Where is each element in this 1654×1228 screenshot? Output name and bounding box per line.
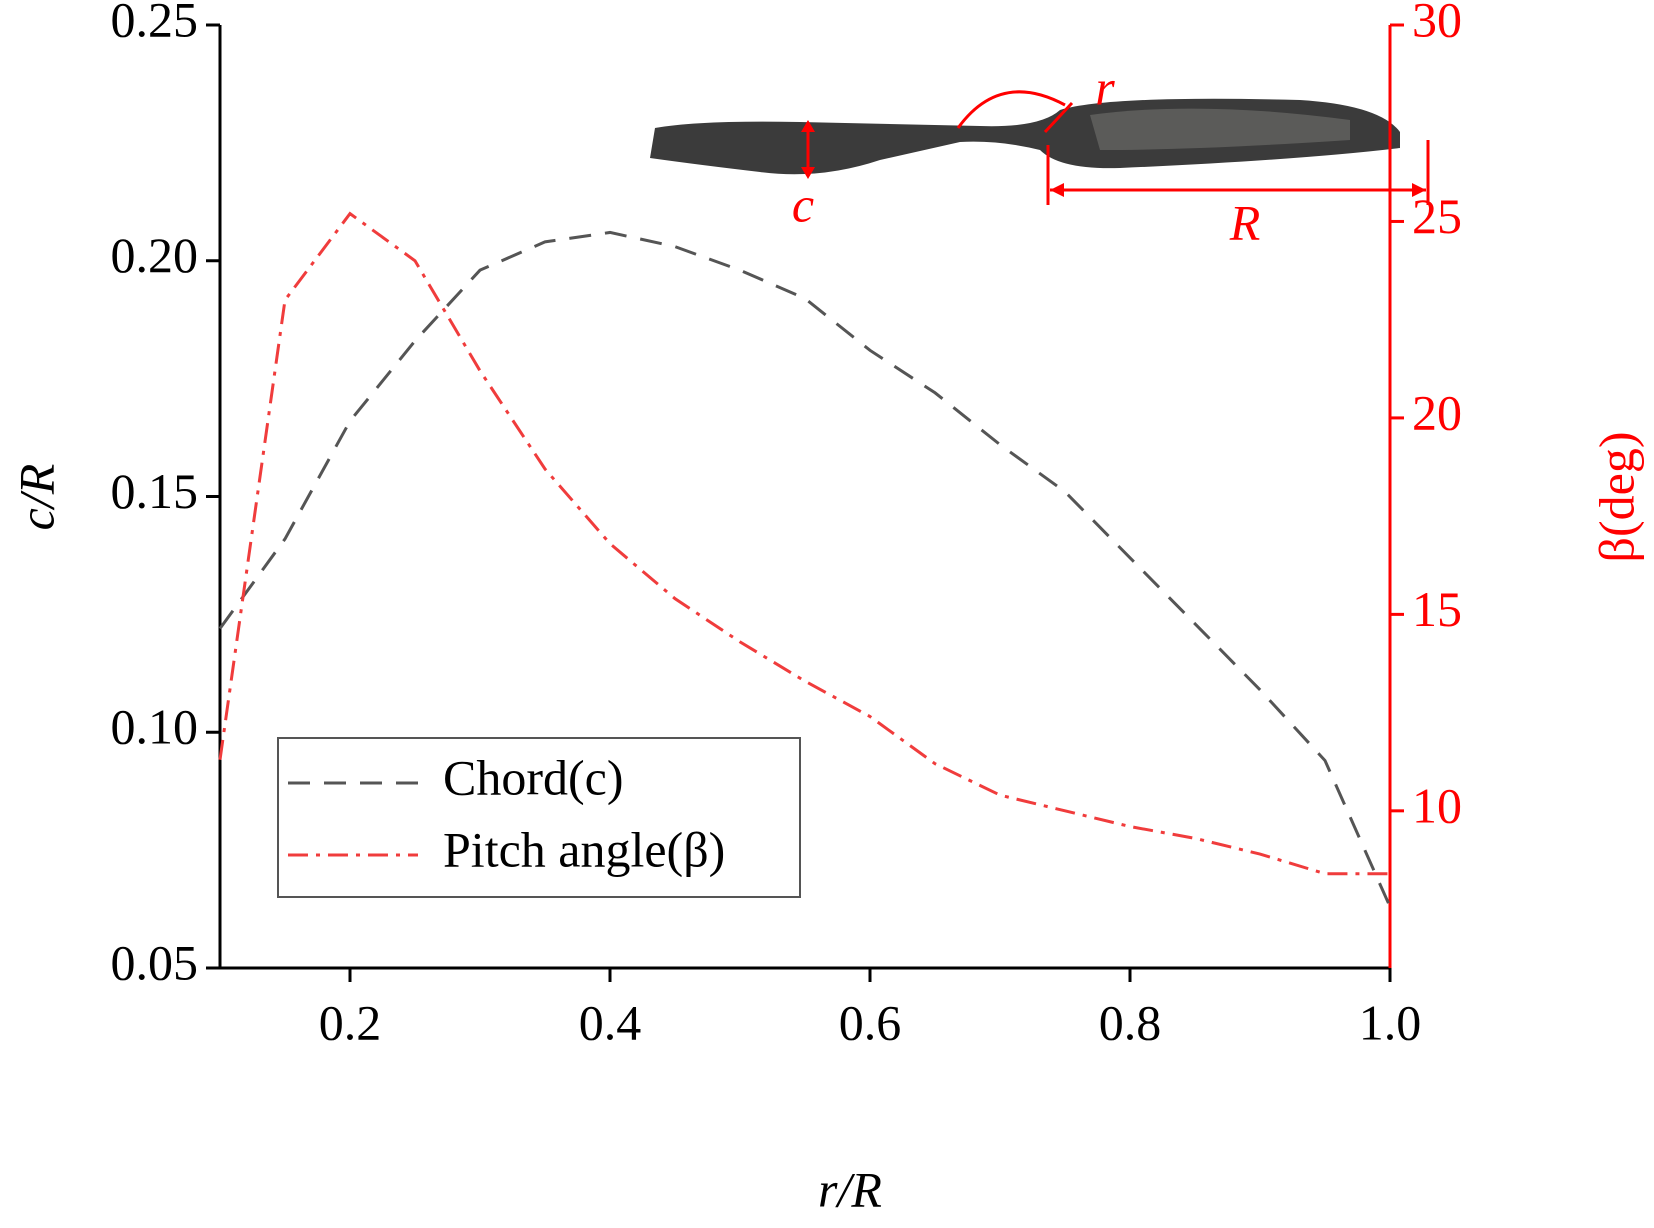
x-tick-label: 1.0 (1359, 994, 1422, 1050)
dimension-lines (801, 90, 1430, 205)
legend-label: Chord(c) (443, 749, 624, 805)
y-tick-label: 0.05 (111, 934, 199, 990)
y2-tick-label: 10 (1412, 777, 1462, 833)
x-tick-label: 0.4 (579, 994, 642, 1050)
y2-tick-label: 15 (1412, 581, 1462, 637)
x-axis-label: r/R (818, 1161, 882, 1217)
annotation: r (1095, 59, 1115, 115)
x-tick-label: 0.2 (319, 994, 382, 1050)
y-tick-label: 0.25 (111, 0, 199, 47)
y-tick-label: 0.15 (111, 463, 199, 519)
x-tick-label: 0.6 (839, 994, 902, 1050)
y-tick-label: 0.10 (111, 699, 199, 755)
propeller-illustration: c r R (650, 59, 1430, 250)
series-line (218, 230, 1392, 908)
legend-label: Pitch angle(β) (443, 821, 725, 877)
y-axis-label: c/R (8, 464, 64, 531)
legend-box (277, 737, 801, 898)
x-tick-label: 0.8 (1099, 994, 1162, 1050)
y2-tick-label: 25 (1412, 188, 1462, 244)
annotation: c (792, 176, 814, 232)
y2-tick-label: 20 (1412, 384, 1462, 440)
y2-tick-label: 30 (1412, 0, 1462, 47)
y-tick-label: 0.20 (111, 227, 199, 283)
series-line (218, 211, 1390, 876)
propeller-shade (1090, 108, 1350, 150)
annotation: R (1229, 194, 1261, 250)
y2-axis-label: β(deg) (1588, 432, 1644, 563)
